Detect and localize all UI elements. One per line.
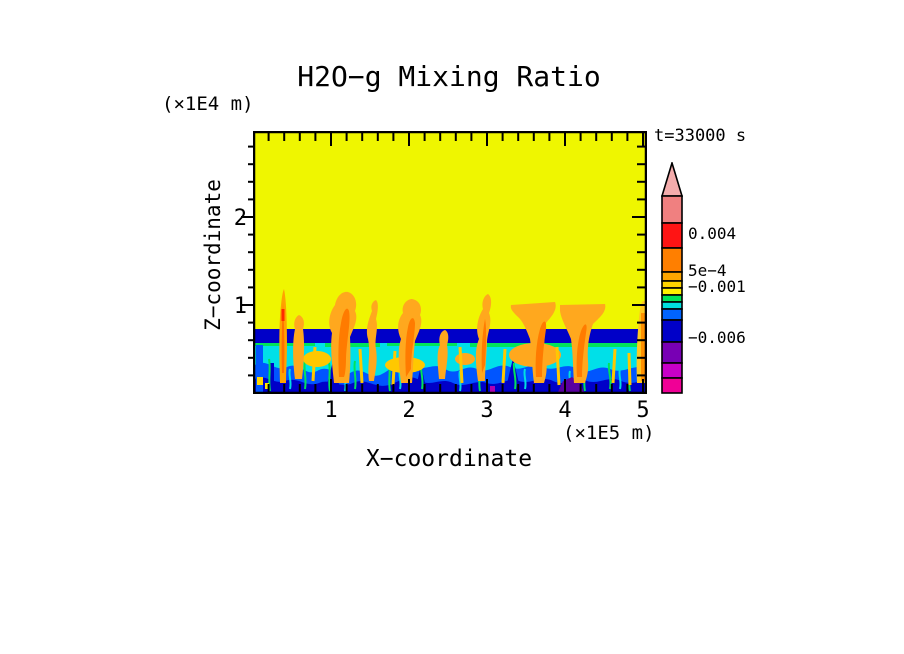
colorbar-label-m0006: −0.006	[688, 328, 746, 347]
y-tick-label-2: 2	[233, 206, 247, 231]
inner-ticks	[267, 133, 645, 392]
plot-frame	[253, 131, 647, 394]
surface-layer	[255, 345, 645, 392]
x-axis-units: (×1E5 m)	[563, 422, 655, 444]
x-tick-label-5: 5	[636, 398, 650, 423]
x-tick-label-3: 3	[480, 398, 494, 423]
purple-minimum-small	[490, 386, 495, 392]
y-axis-title: Z−coordinate	[201, 179, 225, 331]
y-axis-units: (×1E4 m)	[162, 93, 254, 115]
x-axis-title: X−coordinate	[365, 446, 533, 472]
contour-plot	[253, 131, 647, 394]
gold-speck	[265, 383, 269, 389]
x-tick-label-1: 1	[324, 398, 338, 423]
x-tick-label-2: 2	[402, 398, 416, 423]
colorbar-label-0004: 0.004	[688, 224, 737, 243]
colorbar-arrow-top	[661, 162, 684, 197]
inversion-band	[255, 329, 645, 343]
time-annotation: t=33000 s	[654, 126, 747, 146]
contour-field	[255, 133, 645, 392]
colorbar	[661, 162, 684, 394]
y-tick-label-1: 1	[233, 294, 247, 319]
x-tick-label-4: 4	[558, 398, 572, 423]
orange-plumes	[279, 289, 645, 383]
gold-speck	[257, 377, 263, 385]
chart-title: H2O−g Mixing Ratio	[297, 60, 601, 93]
colorbar-label-m0001: −0.001	[688, 277, 746, 296]
colorbar-label-5e-4: 5e−4	[688, 261, 727, 280]
